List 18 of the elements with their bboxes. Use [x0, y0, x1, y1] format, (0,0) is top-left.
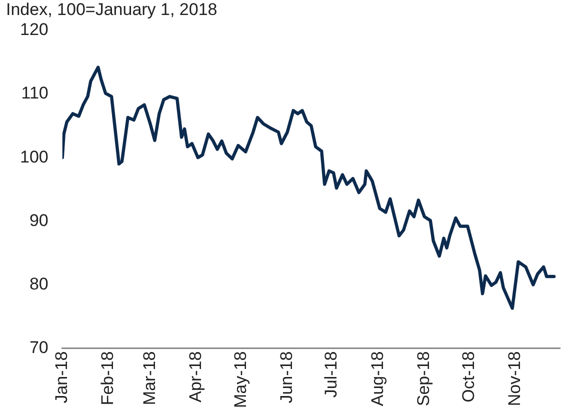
- x-tick-label: Aug-18: [368, 351, 387, 406]
- y-tick-label: 70: [29, 338, 48, 357]
- x-tick-label: Oct-18: [458, 351, 478, 402]
- y-tick-label: 120: [20, 20, 48, 40]
- y-tick-label: 90: [29, 210, 48, 230]
- chart-title: Index, 100=January 1, 2018: [6, 0, 218, 19]
- x-tick-label: Sep-18: [414, 351, 434, 406]
- x-tick-label: Apr-18: [186, 351, 206, 402]
- x-tick-label: Jan-18: [52, 351, 72, 404]
- x-tick-label: Jul-18: [322, 351, 341, 398]
- x-tick-label: Mar-18: [140, 351, 159, 406]
- y-tick-label: 110: [21, 84, 48, 103]
- x-tick-label: Nov-18: [504, 351, 524, 406]
- x-tick-label: Feb-18: [98, 351, 118, 406]
- y-tick-label: 80: [29, 274, 48, 294]
- x-tick-label: Jun-18: [277, 351, 296, 404]
- y-tick-label: 100: [20, 147, 48, 166]
- x-tick-label: May-18: [230, 351, 250, 408]
